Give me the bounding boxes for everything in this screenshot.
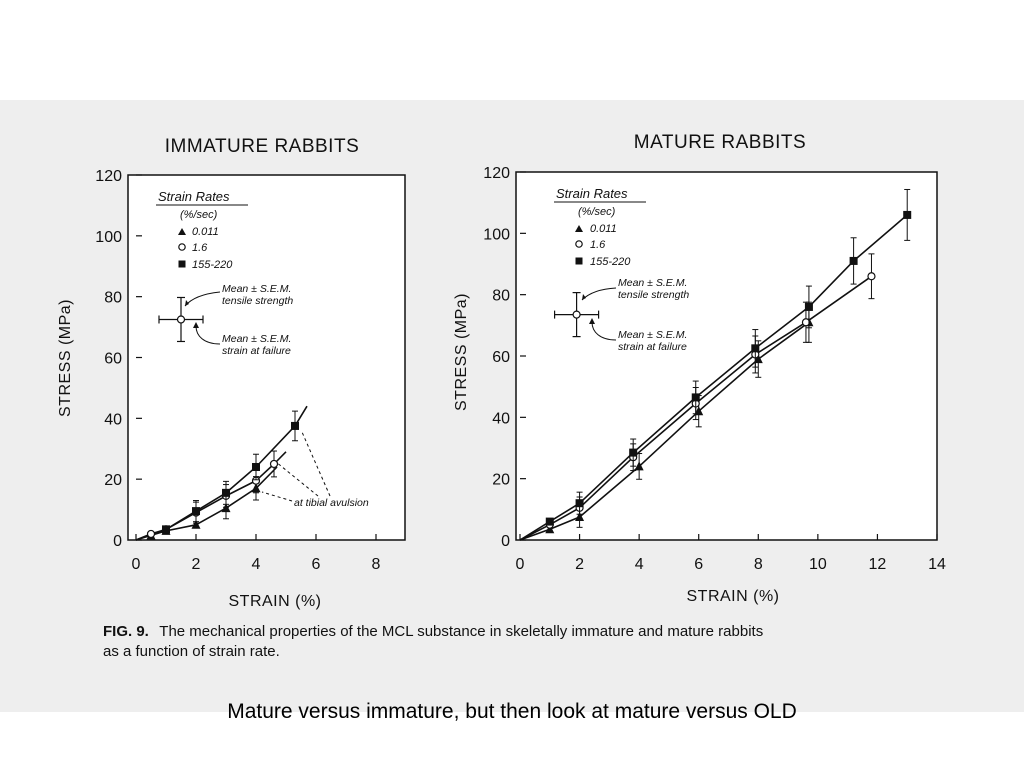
mature-reference-point	[553, 292, 600, 338]
y-tick-label: 60	[104, 351, 122, 368]
reference-point-marker	[176, 315, 186, 324]
legend-units: (%/sec)	[180, 209, 218, 221]
mature-legend: Strain Rates (%/sec) 0.011 1.6 155-220	[554, 186, 646, 268]
data-point-square-filled	[804, 302, 813, 311]
y-tick-label: 0	[501, 533, 510, 550]
data-point-circle-open	[867, 272, 876, 281]
mature-plot-frame	[515, 171, 938, 541]
data-point-square-filled	[252, 463, 260, 471]
data-point-square-filled	[691, 393, 700, 402]
data-point-square-filled	[222, 488, 230, 497]
reference-point-marker	[572, 310, 581, 319]
y-tick-label: 80	[104, 290, 122, 307]
data-point-square-filled	[849, 256, 858, 265]
slide-subtitle: Mature versus immature, but then look at…	[227, 700, 797, 723]
data-point-square-filled	[192, 507, 200, 516]
legend-square-marker	[575, 257, 583, 265]
y-tick-label: 20	[492, 472, 510, 489]
legend-triangle-marker	[575, 225, 583, 232]
data-point-square-filled	[162, 525, 170, 534]
annotation-tensile-line2: tensile strength	[222, 295, 293, 307]
annotation-tensile-line2: tensile strength	[618, 289, 689, 301]
legend-entry: 1.6	[192, 242, 208, 254]
y-tick-label: 40	[104, 411, 122, 428]
y-tick-label: 80	[492, 288, 510, 305]
annotation-tensile-line1: Mean ± S.E.M.	[222, 283, 291, 295]
immature-y-axis-label: STRESS (MPa)	[57, 299, 74, 417]
data-point-triangle-filled	[753, 354, 763, 364]
caption-label: FIG. 9.	[103, 623, 149, 640]
x-tick-label: 6	[312, 556, 321, 573]
legend-circle-marker	[178, 243, 186, 251]
x-tick-label: 14	[928, 556, 946, 573]
annotation-tensile-line1: Mean ± S.E.M.	[618, 277, 687, 289]
mature-chart-title: MATURE RABBITS	[634, 132, 806, 153]
immature-annotations: Mean ± S.E.M. tensile strength Mean ± S.…	[184, 283, 369, 509]
mature-x-axis-label: STRAIN (%)	[687, 588, 780, 605]
mature-annotations: Mean ± S.E.M. tensile strength Mean ± S.…	[581, 277, 689, 353]
annotation-tibial-avulsion: at tibial avulsion	[294, 497, 369, 509]
annotation-strain-line1: Mean ± S.E.M.	[618, 329, 687, 341]
y-tick-label: 0	[113, 533, 122, 550]
legend-title: Strain Rates	[556, 186, 628, 201]
legend-triangle-marker	[178, 228, 186, 235]
x-tick-label: 2	[192, 556, 201, 573]
data-point-triangle-filled	[694, 406, 704, 416]
legend-square-marker	[178, 260, 186, 268]
y-tick-label: 20	[104, 472, 122, 489]
immature-legend: Strain Rates (%/sec) 0.011 1.6 155-220	[156, 189, 248, 271]
x-tick-label: 4	[635, 556, 644, 573]
legend-entry: 1.6	[590, 239, 606, 251]
legend-circle-marker	[575, 240, 583, 248]
legend-units: (%/sec)	[578, 206, 616, 218]
data-point-square-filled	[629, 448, 638, 457]
data-point-triangle-filled	[191, 519, 201, 529]
immature-plot-frame	[127, 174, 406, 541]
x-tick-label: 2	[575, 556, 584, 573]
data-point-circle-open	[269, 459, 279, 469]
y-tick-label: 120	[95, 168, 122, 185]
legend-entry: 155-220	[590, 256, 631, 268]
y-tick-label: 120	[483, 165, 510, 182]
x-tick-label: 8	[754, 556, 763, 573]
figure-caption: FIG. 9. The mechanical properties of the…	[103, 623, 763, 640]
caption-line-2: as a function of strain rate.	[103, 643, 280, 660]
series-line-1-6	[519, 275, 872, 541]
x-tick-label: 4	[252, 556, 261, 573]
legend-title: Strain Rates	[158, 189, 230, 204]
x-tick-label: 8	[372, 556, 381, 573]
annotation-strain-line2: strain at failure	[222, 345, 291, 357]
x-tick-label: 0	[516, 556, 525, 573]
mature-y-axis-label: STRESS (MPa)	[453, 293, 470, 411]
y-tick-label: 100	[483, 226, 510, 243]
x-tick-label: 0	[132, 556, 141, 573]
annotation-strain-line1: Mean ± S.E.M.	[222, 333, 291, 345]
immature-reference-point	[158, 296, 204, 343]
data-point-square-filled	[545, 517, 554, 526]
y-tick-label: 40	[492, 410, 510, 427]
data-point-circle-open	[801, 318, 811, 327]
annotation-strain-line2: strain at failure	[618, 341, 687, 353]
legend-entry: 155-220	[192, 259, 233, 271]
data-point-square-filled	[903, 210, 912, 219]
y-tick-label: 60	[492, 349, 510, 366]
immature-chart-title: IMMATURE RABBITS	[165, 136, 360, 157]
data-point-square-filled	[575, 499, 584, 508]
caption-line-1: The mechanical properties of the MCL sub…	[159, 623, 763, 640]
y-tick-label: 100	[95, 229, 122, 246]
mature-chart: MATURE RABBITS STRAIN (%) STRESS (MPa) 0…	[453, 132, 946, 605]
legend-entry: 0.011	[590, 223, 617, 235]
data-point-square-filled	[751, 344, 760, 353]
immature-x-axis-label: STRAIN (%)	[229, 593, 322, 610]
data-point-circle-open	[146, 529, 156, 539]
x-tick-label: 6	[694, 556, 703, 573]
x-tick-label: 12	[869, 556, 887, 573]
legend-entry: 0.011	[192, 226, 219, 238]
data-point-square-filled	[291, 421, 299, 430]
data-point-triangle-filled	[634, 461, 644, 471]
immature-chart: IMMATURE RABBITS STRAIN (%) STRESS (MPa)…	[57, 136, 406, 610]
x-tick-label: 10	[809, 556, 827, 573]
